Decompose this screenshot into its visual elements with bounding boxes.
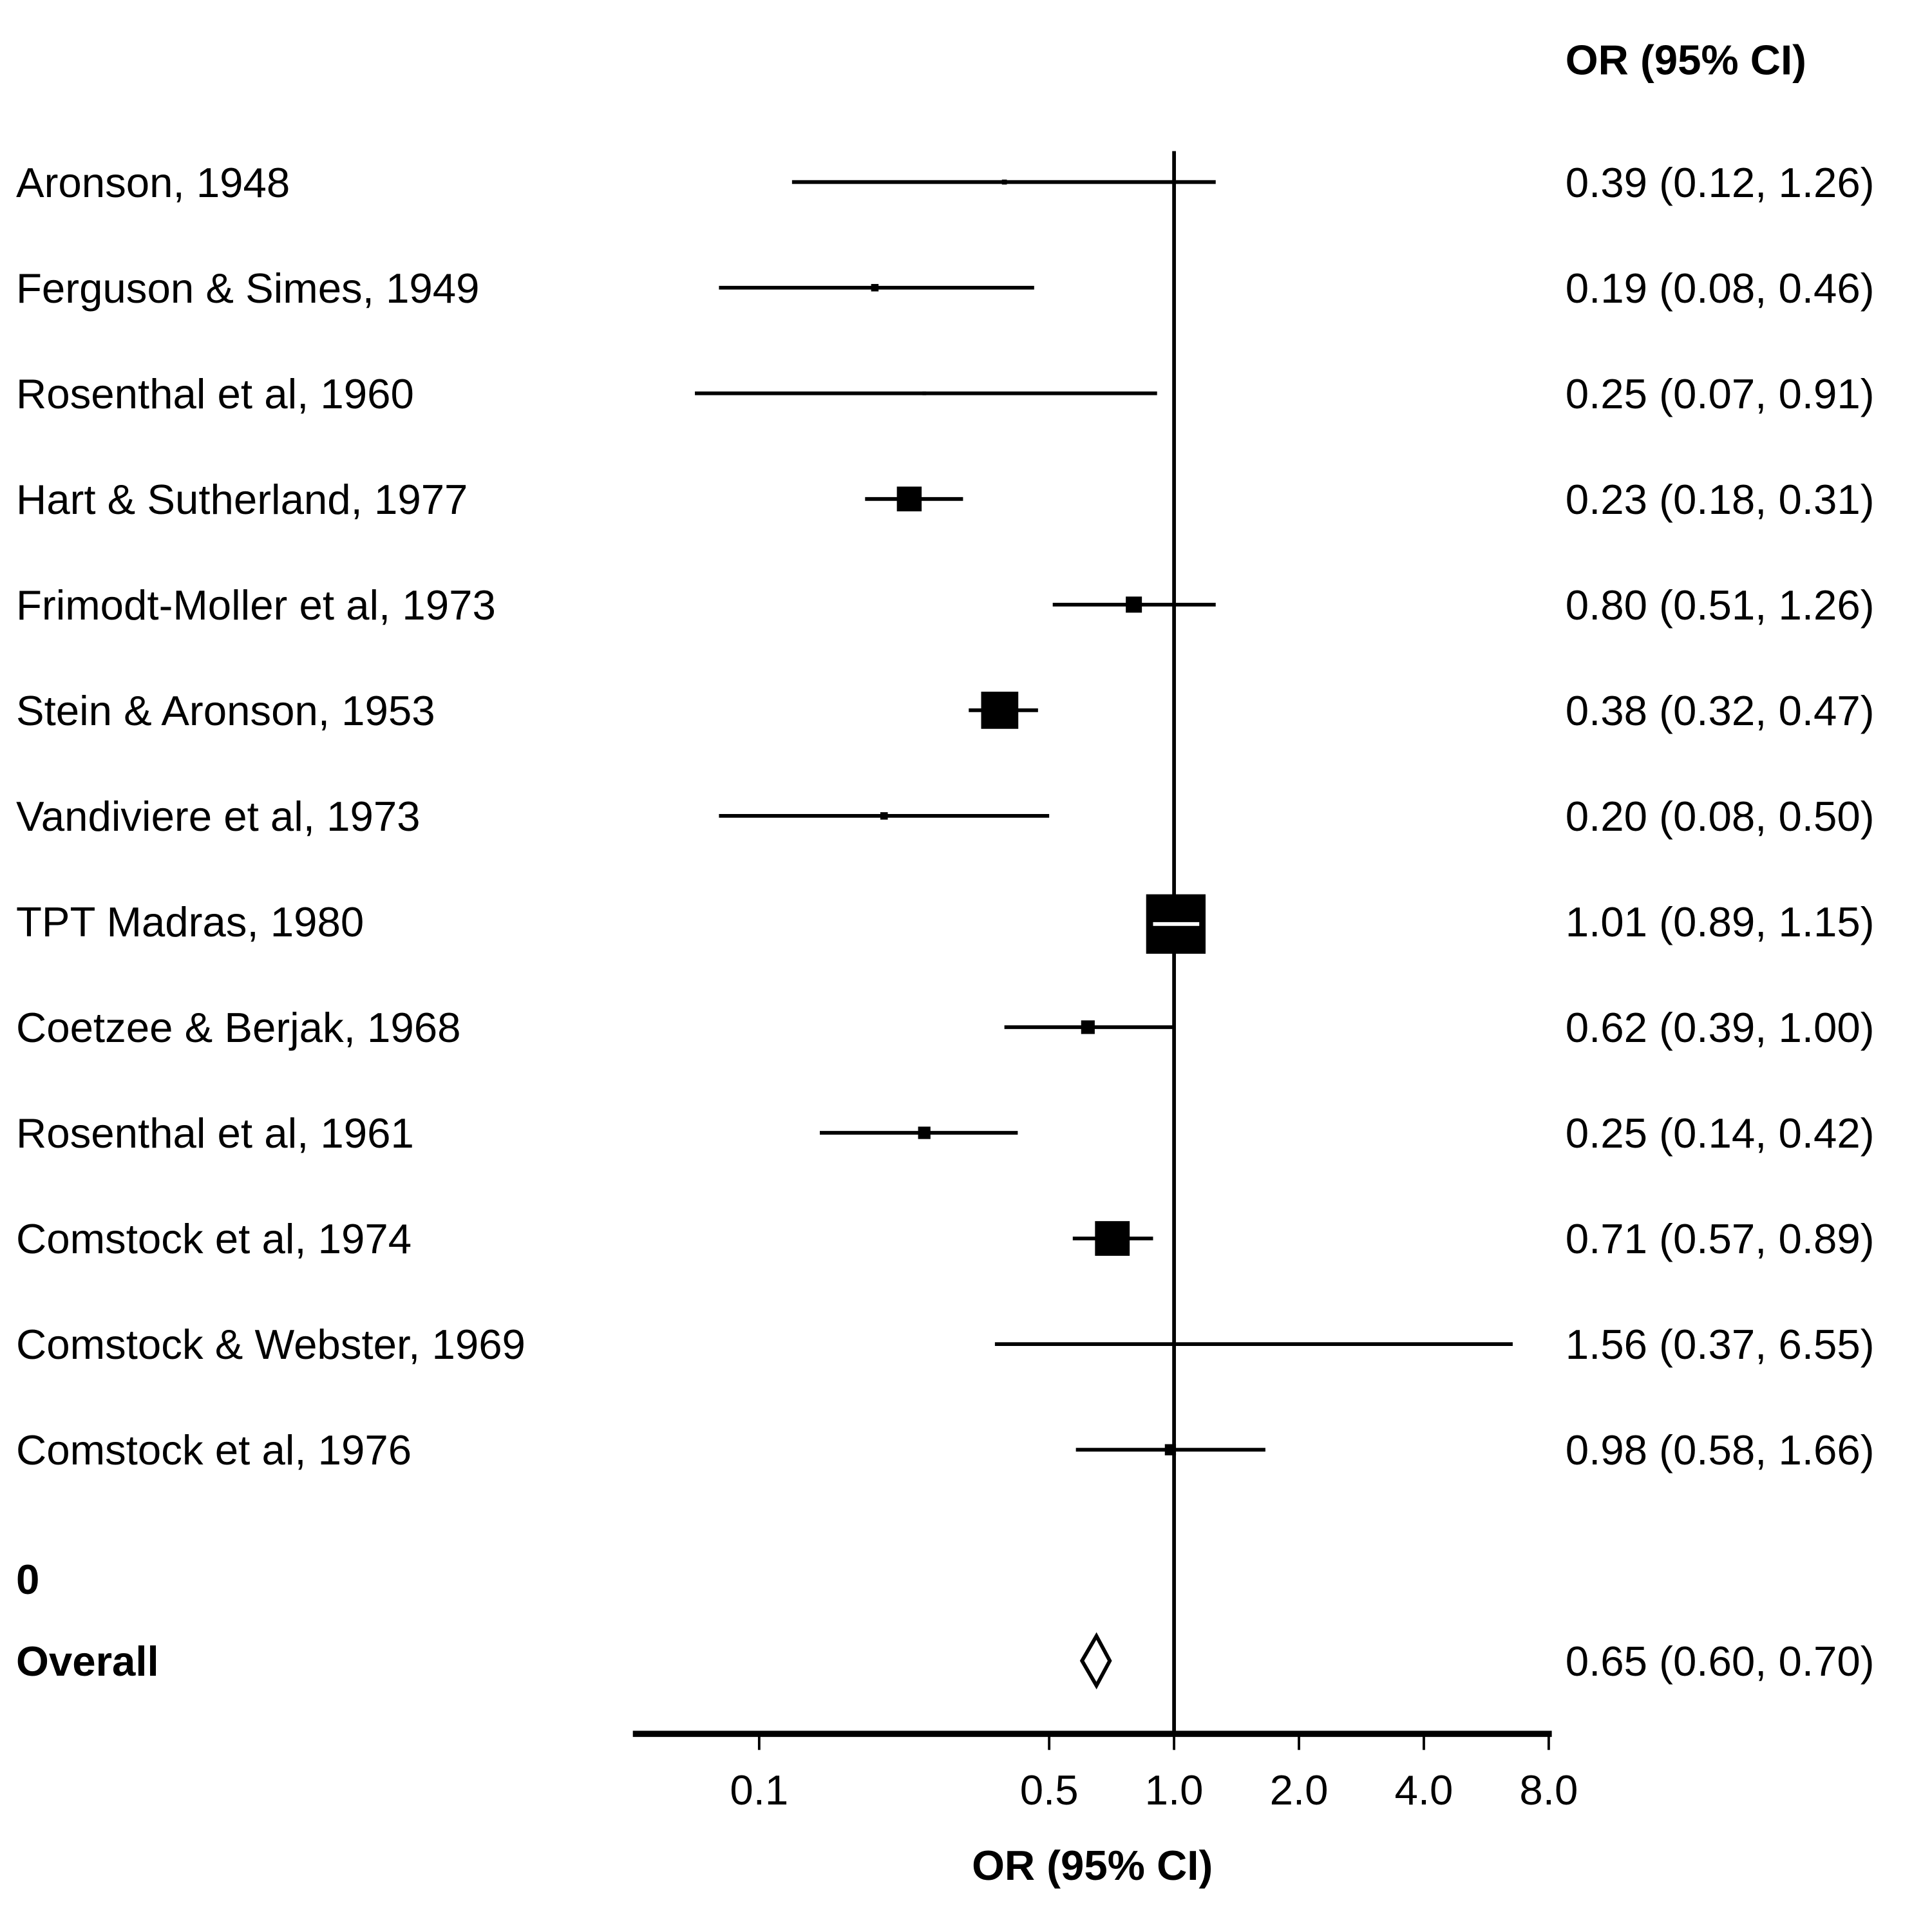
study-row: Aronson, 1948 0.39 (0.12, 1.26)	[16, 159, 1875, 206]
study-label: Stein & Aronson, 1953	[16, 687, 435, 734]
study-ci-text: 0.25 (0.07, 0.91)	[1566, 370, 1875, 417]
study-label: Aronson, 1948	[16, 159, 290, 206]
study-label: Hart & Sutherland, 1977	[16, 476, 468, 523]
point-estimate-square	[1164, 1444, 1177, 1455]
point-estimate-square	[871, 283, 879, 292]
study-label: Vandiviere et al, 1973	[16, 793, 421, 840]
study-label: Rosenthal et al, 1960	[16, 370, 414, 417]
study-ci-text: 0.23 (0.18, 0.31)	[1566, 476, 1875, 523]
study-row: Vandiviere et al, 1973 0.20 (0.08, 0.50)	[16, 793, 1875, 840]
x-tick-label: 2.0	[1270, 1766, 1329, 1814]
x-tick-label: 1.0	[1145, 1766, 1204, 1814]
study-row: Comstock et al, 1976 0.98 (0.58, 1.66)	[16, 1426, 1875, 1473]
x-tick-label: 0.5	[1020, 1766, 1079, 1814]
study-row: Rosenthal et al, 1961 0.25 (0.14, 0.42)	[16, 1110, 1875, 1157]
point-estimate-square	[1095, 1221, 1130, 1256]
study-ci-text: 0.39 (0.12, 1.26)	[1566, 159, 1875, 206]
study-ci-text: 1.01 (0.89, 1.15)	[1566, 898, 1875, 945]
overall-label: Overall	[16, 1638, 159, 1685]
subgroup-label: 0	[16, 1556, 39, 1603]
study-label: Ferguson & Simes, 1949	[16, 265, 480, 312]
point-estimate-square	[1081, 1020, 1095, 1034]
study-row: Comstock & Webster, 1969 1.56 (0.37, 6.55…	[16, 1321, 1875, 1368]
study-row: Rosenthal et al, 1960 0.25 (0.07, 0.91)	[16, 370, 1875, 417]
point-estimate-square	[922, 391, 927, 395]
point-estimate-square	[981, 692, 1019, 729]
study-ci-text: 0.98 (0.58, 1.66)	[1566, 1426, 1875, 1473]
study-label: Comstock et al, 1974	[16, 1215, 412, 1262]
study-ci-text: 0.38 (0.32, 0.47)	[1566, 687, 1875, 734]
study-row: Coetzee & Berjak, 1968 0.62 (0.39, 1.00)	[16, 1004, 1875, 1051]
point-estimate-square	[1001, 179, 1007, 185]
point-estimate-square	[1253, 1343, 1256, 1346]
study-ci-text: 0.19 (0.08, 0.46)	[1566, 265, 1875, 312]
study-ci-text: 0.71 (0.57, 0.89)	[1566, 1215, 1875, 1262]
point-estimate-square	[896, 486, 922, 512]
study-label: Coetzee & Berjak, 1968	[16, 1004, 461, 1051]
study-ci-text: 0.25 (0.14, 0.42)	[1566, 1110, 1875, 1157]
study-label: Rosenthal et al, 1961	[16, 1110, 414, 1157]
overall-ci-text: 0.65 (0.60, 0.70)	[1566, 1638, 1875, 1685]
x-axis-label: OR (95% CI)	[972, 1842, 1213, 1889]
study-ci-text: 0.80 (0.51, 1.26)	[1566, 582, 1875, 629]
study-row: TPT Madras, 1980 1.01 (0.89, 1.15)	[16, 894, 1875, 954]
study-label: Comstock & Webster, 1969	[16, 1321, 526, 1368]
study-label: Comstock et al, 1976	[16, 1426, 412, 1473]
point-estimate-square	[918, 1126, 931, 1139]
ci-column-header: OR (95% CI)	[1566, 36, 1806, 83]
study-ci-text: 1.56 (0.37, 6.55)	[1566, 1321, 1875, 1368]
point-estimate-square	[1126, 596, 1142, 613]
study-row: Hart & Sutherland, 1977 0.23 (0.18, 0.31)	[16, 476, 1875, 523]
x-tick-label: 8.0	[1519, 1766, 1578, 1814]
study-label: TPT Madras, 1980	[16, 898, 364, 945]
study-row: Stein & Aronson, 1953 0.38 (0.32, 0.47)	[16, 687, 1875, 734]
study-row: Frimodt-Moller et al, 1973 0.80 (0.51, 1.…	[16, 582, 1875, 629]
x-tick-label: 4.0	[1394, 1766, 1453, 1814]
study-ci-text: 0.20 (0.08, 0.50)	[1566, 793, 1875, 840]
overall-diamond	[1079, 1632, 1112, 1690]
x-tick-label: 0.1	[730, 1766, 788, 1814]
study-ci-text: 0.62 (0.39, 1.00)	[1566, 1004, 1875, 1051]
study-label: Frimodt-Moller et al, 1973	[16, 582, 496, 629]
point-estimate-square	[880, 812, 888, 820]
study-row: Ferguson & Simes, 1949 0.19 (0.08, 0.46)	[16, 265, 1875, 312]
study-row: Comstock et al, 1974 0.71 (0.57, 0.89)	[16, 1215, 1875, 1262]
